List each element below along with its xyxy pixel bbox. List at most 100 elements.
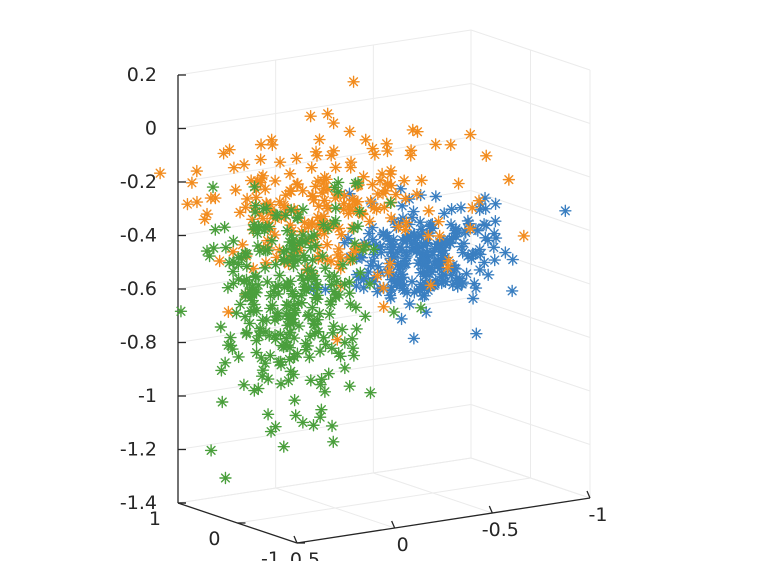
data-point — [391, 246, 404, 259]
data-point — [305, 161, 318, 174]
data-point — [295, 225, 308, 238]
data-point — [248, 180, 261, 194]
data-point — [368, 275, 381, 288]
data-point — [385, 273, 398, 286]
data-point — [452, 177, 465, 190]
data-point — [239, 247, 252, 260]
data-point — [319, 283, 332, 296]
data-point — [420, 268, 433, 281]
data-point — [407, 229, 420, 242]
data-point — [331, 185, 345, 199]
x-tick-mark — [488, 505, 493, 514]
z-tick-label: -0.6 — [120, 278, 157, 300]
data-point — [364, 194, 377, 208]
data-point — [254, 153, 267, 166]
data-point — [449, 230, 463, 243]
data-point — [323, 269, 336, 283]
data-point — [327, 319, 340, 333]
data-point — [352, 270, 365, 284]
data-point — [480, 149, 493, 163]
data-point — [287, 331, 301, 345]
data-point — [254, 138, 268, 151]
data-point — [252, 382, 265, 395]
data-point — [414, 278, 427, 291]
data-point — [247, 304, 260, 317]
data-point — [437, 244, 451, 257]
data-point — [283, 326, 297, 339]
grid-line — [177, 404, 472, 450]
data-point — [451, 280, 464, 293]
data-point — [261, 408, 275, 421]
data-point — [385, 283, 398, 297]
data-point — [432, 242, 445, 255]
data-point — [433, 229, 446, 243]
data-point — [343, 287, 356, 300]
data-point — [283, 235, 296, 249]
data-point — [232, 350, 245, 364]
data-point — [334, 262, 347, 275]
data-point — [258, 223, 271, 237]
data-point — [428, 277, 442, 291]
data-point — [398, 278, 411, 292]
data-point — [419, 306, 433, 319]
data-point — [313, 410, 327, 424]
data-point — [325, 342, 339, 355]
data-point — [466, 201, 479, 214]
data-point — [324, 149, 338, 162]
data-point — [321, 202, 335, 215]
data-point — [268, 228, 281, 242]
grid-line — [177, 136, 472, 183]
z-tick-label: -1.2 — [120, 439, 157, 461]
data-point — [384, 243, 398, 256]
data-point — [418, 255, 431, 268]
data-point — [414, 301, 428, 315]
data-point — [403, 218, 416, 231]
data-point — [236, 238, 249, 252]
data-point — [444, 138, 457, 152]
data-point — [292, 297, 305, 310]
data-point — [320, 253, 334, 267]
data-point — [415, 223, 428, 236]
data-point — [283, 308, 296, 322]
data-point — [416, 289, 429, 303]
data-point — [343, 187, 356, 200]
data-point — [249, 199, 262, 212]
data-point — [362, 227, 376, 240]
data-point — [336, 258, 350, 272]
data-point — [324, 254, 338, 268]
data-point — [248, 298, 261, 311]
data-point — [400, 231, 414, 245]
grid-line — [177, 83, 472, 129]
data-point — [274, 355, 287, 368]
data-point — [366, 254, 380, 268]
data-point — [368, 148, 382, 161]
data-point — [261, 275, 274, 289]
data-point — [306, 301, 319, 314]
data-point — [287, 259, 300, 273]
data-point — [400, 216, 413, 229]
data-point — [218, 356, 232, 370]
data-point — [265, 133, 278, 147]
data-point — [264, 349, 277, 362]
data-point — [357, 273, 371, 287]
data-point — [405, 275, 419, 288]
data-point — [305, 230, 318, 244]
data-point — [319, 338, 332, 351]
data-point — [429, 190, 443, 203]
data-point — [344, 156, 358, 169]
data-point — [505, 284, 519, 298]
data-point — [343, 275, 356, 289]
data-point — [379, 229, 393, 242]
data-point — [445, 269, 458, 282]
data-point — [425, 261, 438, 274]
data-point — [305, 190, 319, 203]
data-point — [464, 128, 477, 141]
data-point — [237, 378, 251, 392]
data-point — [335, 228, 348, 241]
data-point — [487, 241, 501, 254]
x-tick-label: -1 — [589, 504, 608, 526]
data-point — [269, 280, 282, 294]
data-point — [248, 205, 262, 219]
data-point — [283, 353, 296, 366]
